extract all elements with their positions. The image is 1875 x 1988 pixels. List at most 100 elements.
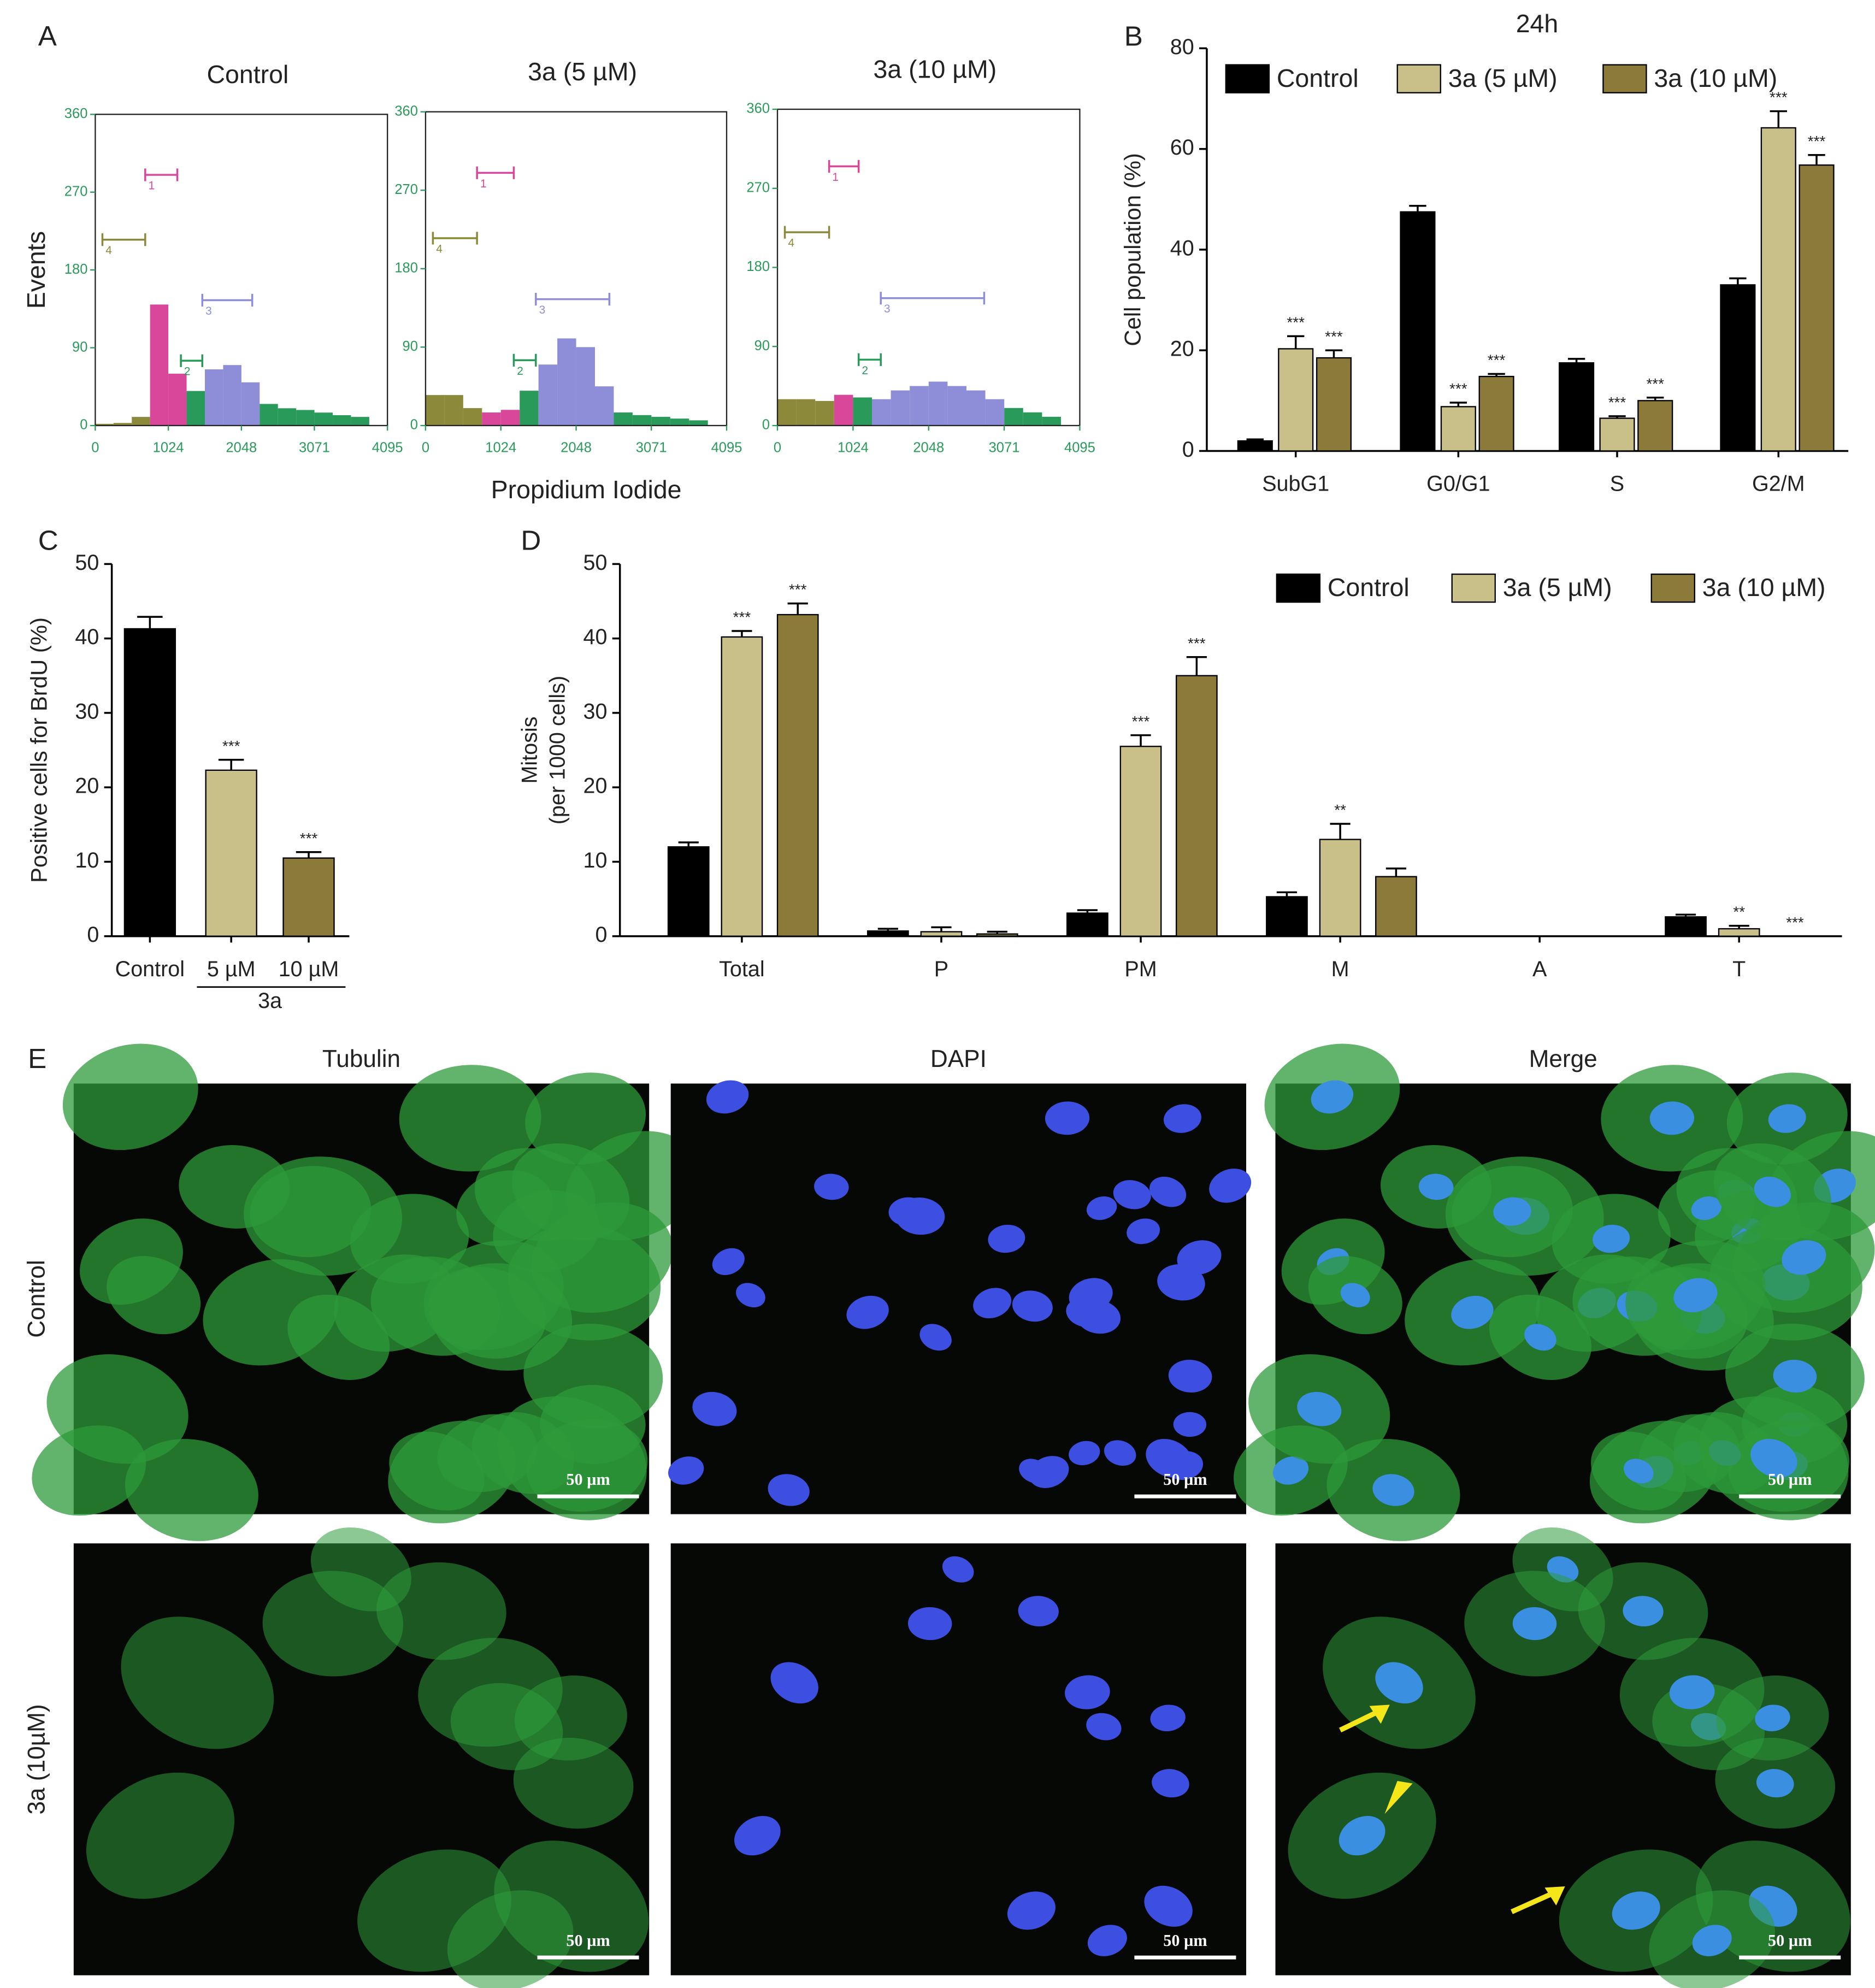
nucleus bbox=[1149, 1176, 1187, 1207]
legend-swatch bbox=[1276, 573, 1321, 603]
y-axis-label: (per 1000 cells) bbox=[546, 676, 570, 824]
gate-label: 3 bbox=[539, 304, 546, 316]
nucleus bbox=[1673, 1278, 1718, 1313]
bar bbox=[1066, 912, 1109, 937]
nucleus bbox=[1152, 1769, 1189, 1798]
chart-title: 24h bbox=[1516, 9, 1559, 38]
x-tick-label: 1024 bbox=[153, 440, 184, 456]
x-tick-label: G0/G1 bbox=[1426, 472, 1490, 496]
cytoplasm bbox=[46, 1354, 188, 1464]
nucleus bbox=[1019, 1459, 1049, 1484]
cytoplasm bbox=[447, 1890, 574, 1988]
nucleus bbox=[1113, 1180, 1151, 1210]
nucleus bbox=[712, 1248, 745, 1276]
histogram-bar bbox=[168, 374, 187, 426]
y-tick-label: 10 bbox=[583, 848, 607, 872]
legend-swatch bbox=[1451, 573, 1496, 603]
x-tick-label: 2048 bbox=[913, 440, 944, 456]
nucleus bbox=[1623, 1596, 1664, 1627]
chart-title: 3a (10 µM) bbox=[873, 55, 997, 84]
nucleus bbox=[692, 1391, 737, 1426]
bar bbox=[721, 636, 763, 937]
nucleus bbox=[1782, 1240, 1826, 1275]
nucleus bbox=[770, 1662, 818, 1704]
nucleus bbox=[1144, 1885, 1193, 1927]
x-tick-label: P bbox=[934, 957, 948, 981]
panel-label: D bbox=[521, 524, 541, 556]
nucleus bbox=[1163, 1104, 1201, 1133]
image-background bbox=[670, 1083, 1247, 1514]
x-tick-label: 3071 bbox=[636, 440, 667, 456]
bar bbox=[1237, 440, 1273, 452]
row-label: 3a (10µM) bbox=[23, 1704, 50, 1814]
histogram-bar bbox=[834, 394, 853, 426]
y-axis-label: Cell population (%) bbox=[1119, 153, 1145, 346]
histogram-bar bbox=[204, 369, 223, 426]
y-tick-label: 360 bbox=[394, 103, 418, 119]
legend-label: 3a (5 µM) bbox=[1503, 573, 1612, 601]
y-tick-label: 360 bbox=[64, 106, 88, 121]
nucleus bbox=[1750, 1438, 1797, 1478]
y-tick-label: 30 bbox=[75, 699, 99, 723]
histogram-bar bbox=[689, 420, 708, 426]
nucleus bbox=[1272, 1456, 1309, 1485]
histogram-bar bbox=[500, 410, 520, 426]
nucleus bbox=[1069, 1441, 1100, 1466]
histogram-bar bbox=[670, 418, 689, 426]
gate-label: 4 bbox=[436, 243, 443, 255]
x-tick-label: Total bbox=[719, 957, 764, 981]
column-title: Merge bbox=[1529, 1046, 1597, 1072]
column-title: DAPI bbox=[930, 1046, 987, 1072]
significance-label: *** bbox=[222, 738, 240, 754]
significance-label: *** bbox=[1608, 394, 1626, 411]
legend-label: 3a (10 µM) bbox=[1654, 64, 1777, 92]
y-tick-label: 20 bbox=[1170, 337, 1194, 361]
nucleus bbox=[1451, 1295, 1494, 1329]
nucleus bbox=[942, 1556, 974, 1583]
cytoplasm bbox=[389, 1431, 485, 1511]
bar bbox=[1266, 896, 1308, 937]
bar bbox=[1440, 406, 1476, 452]
y-tick-label: 90 bbox=[72, 339, 87, 355]
histogram-bar bbox=[1023, 412, 1042, 426]
cytoplasm bbox=[418, 1638, 563, 1747]
nucleus bbox=[888, 1197, 927, 1226]
histogram-bar bbox=[150, 304, 169, 426]
histogram-bar bbox=[278, 408, 297, 426]
nucleus bbox=[1755, 1704, 1790, 1732]
nucleus bbox=[1065, 1675, 1110, 1709]
x-tick-label: S bbox=[1610, 472, 1624, 496]
row-label: Control bbox=[23, 1260, 50, 1337]
nucleus bbox=[1173, 1412, 1207, 1437]
column-title: Tubulin bbox=[322, 1046, 400, 1072]
bar bbox=[1720, 284, 1756, 452]
cytoplasm bbox=[262, 1571, 404, 1677]
histogram-bar bbox=[557, 338, 576, 426]
y-tick-label: 180 bbox=[746, 259, 770, 274]
histogram-bar bbox=[260, 404, 278, 426]
y-tick-label: 0 bbox=[1182, 438, 1194, 462]
bar bbox=[1478, 375, 1514, 452]
nucleus bbox=[1007, 1891, 1056, 1930]
y-tick-label: 30 bbox=[583, 699, 607, 723]
significance-label: *** bbox=[1770, 89, 1788, 106]
plot-frame bbox=[776, 108, 1081, 427]
bar bbox=[123, 628, 176, 937]
bar bbox=[1637, 400, 1673, 452]
panel-label: B bbox=[1124, 20, 1143, 51]
nucleus bbox=[973, 1288, 1012, 1319]
nucleus bbox=[814, 1173, 849, 1200]
x-tick-label: G2/M bbox=[1752, 472, 1805, 496]
histogram-bar bbox=[113, 423, 132, 426]
histogram-bar bbox=[482, 412, 501, 426]
significance-label: ** bbox=[1733, 904, 1745, 921]
significance-label: *** bbox=[1188, 635, 1206, 652]
bar bbox=[282, 857, 335, 937]
x-tick-label: 4095 bbox=[372, 440, 403, 456]
micrograph bbox=[73, 1527, 650, 1988]
y-tick-label: 20 bbox=[583, 774, 607, 798]
y-axis-label: Events bbox=[22, 231, 50, 309]
bar bbox=[920, 931, 963, 937]
cytoplasm bbox=[62, 1043, 198, 1151]
